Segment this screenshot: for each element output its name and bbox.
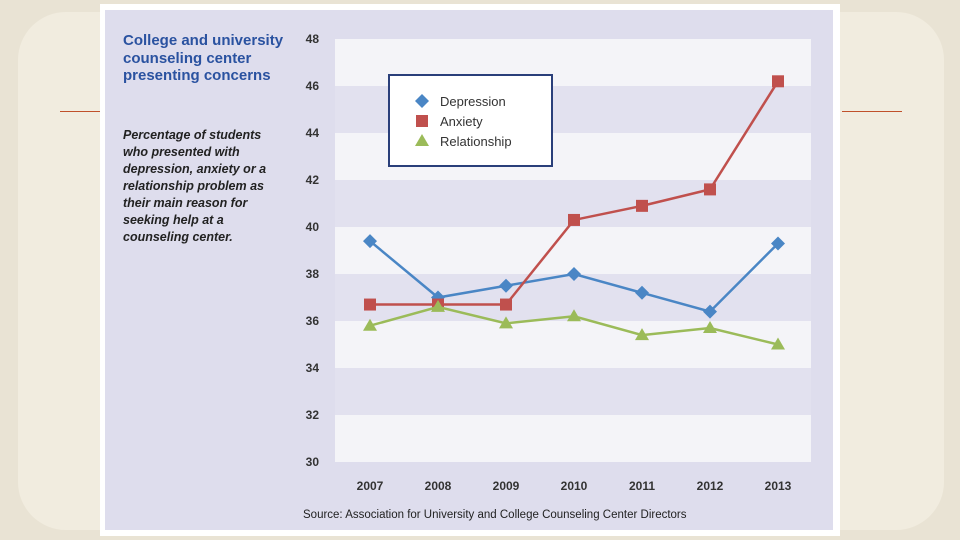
x-tick-label: 2007 [357,479,384,493]
x-tick-label: 2008 [425,479,452,493]
anxiety-point [636,199,648,212]
x-tick-label: 2011 [629,479,655,493]
chart-card: College and university counseling center… [105,10,833,530]
x-tick-label: 2013 [765,479,792,493]
y-tick-label: 30 [306,455,320,469]
y-tick-label: 38 [306,267,320,281]
relationship-point [363,318,377,331]
depression-point [635,285,649,300]
depression-point [363,234,377,249]
anxiety-point [364,298,376,311]
chart-source: Source: Association for University and C… [303,509,687,521]
x-tick-label: 2012 [697,479,724,493]
legend-depression-marker [415,94,429,108]
legend-relationship-marker [415,134,429,146]
y-tick-label: 48 [306,32,320,46]
grid-band [335,415,811,462]
grid-band [335,321,811,368]
depression-point [771,236,785,251]
anxiety-point [500,298,512,311]
depression-point [703,304,717,319]
relationship-point [499,316,513,329]
anxiety-point [772,75,784,88]
relationship-point [567,309,581,322]
chart-title: College and university counseling center… [123,32,284,84]
legend-depression-label: Depression [440,94,506,109]
depression-point [567,267,581,281]
chart-subtitle: Percentage of students who presented wit… [123,128,267,244]
slide-frame: College and university counseling center… [100,4,840,536]
x-tick-label: 2009 [493,479,520,493]
y-tick-label: 36 [306,314,320,328]
y-tick-label: 46 [306,79,320,93]
legend-relationship-label: Relationship [440,134,512,149]
depression-point [499,278,513,293]
grid-band [335,368,811,415]
y-tick-label: 42 [306,173,320,187]
relationship-point [635,328,649,341]
relationship-point [703,321,717,334]
anxiety-point [568,213,580,226]
y-tick-label: 32 [306,408,320,422]
y-tick-label: 40 [306,220,320,234]
relationship-point [431,299,445,312]
x-tick-label: 2010 [561,479,588,493]
legend-anxiety-marker [416,115,428,127]
accent-rule-right [842,111,902,112]
legend-anxiety-label: Anxiety [440,114,483,129]
anxiety-point [704,183,716,196]
y-tick-label: 34 [306,361,320,375]
grid-band [335,227,811,274]
relationship-point [771,337,785,350]
accent-rule-left [60,111,100,112]
line-chart: 30 32 34 36 38 40 42 44 46 48 2007 2008 2009 2010 2011… [306,32,811,493]
y-tick-label: 44 [306,126,320,140]
